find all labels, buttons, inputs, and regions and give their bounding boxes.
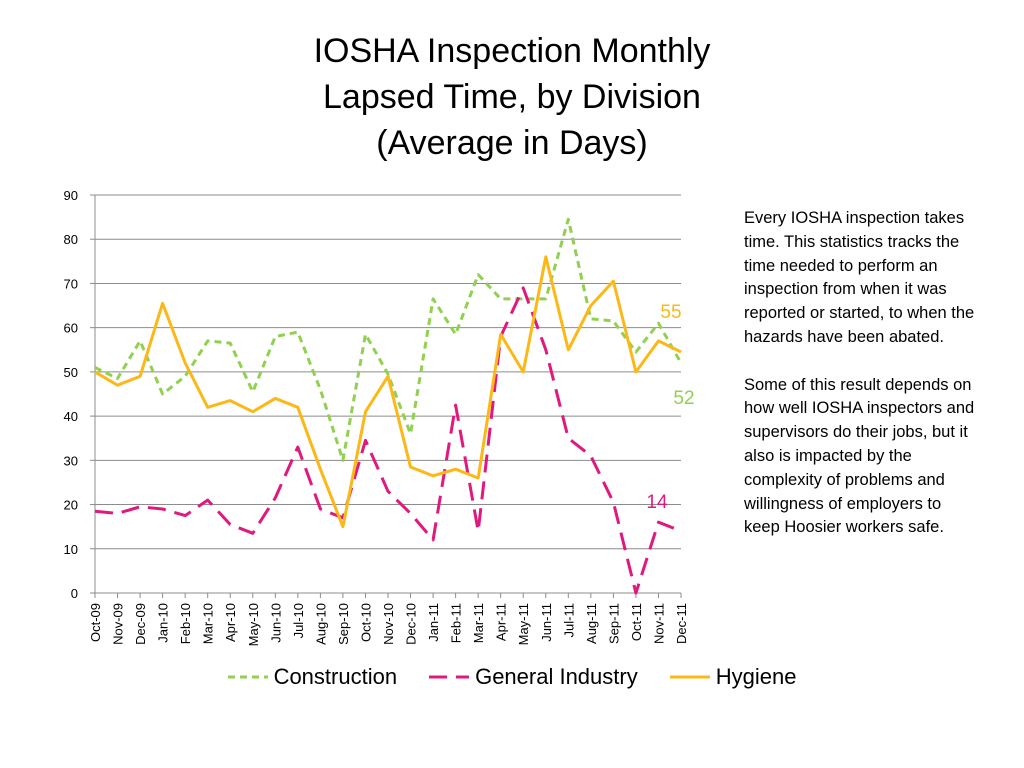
legend: Construction General Industry Hygiene [0,664,1024,690]
series-line [94,217,683,462]
y-tick-label: 30 [64,453,78,468]
x-tick-label: Apr-10 [223,603,238,642]
title-line-1: IOSHA Inspection Monthly [313,32,711,70]
y-axis-ticks: 0 10 20 30 40 50 60 70 80 90 [64,188,95,601]
x-tick-label: Nov-09 [111,603,126,645]
series-end-label: 52 [673,388,694,409]
x-tick-label: Feb-10 [178,603,193,644]
annotation-text: Every IOSHA inspection takes time. This … [744,207,976,564]
gridlines [95,194,681,594]
y-tick-label: 80 [64,232,78,247]
x-tick-label: Aug-10 [313,603,328,645]
end-labels: 52 14 55 [646,302,694,513]
x-tick-label: Dec-11 [674,603,689,644]
y-tick-label: 40 [64,409,78,424]
y-tick-label: 90 [64,188,78,203]
x-tick-label: Jul-11 [561,603,576,637]
x-tick-label: Apr-11 [494,603,509,641]
legend-label: General Industry [475,664,638,689]
x-tick-label: Nov-11 [651,603,666,644]
x-tick-label: Jul-10 [291,603,306,638]
x-tick-label: Dec-10 [404,603,419,645]
x-axis-ticks: Oct-09 Nov-09 Dec-09 Jan-10 Feb-10 Mar-10 Apr-… [88,593,689,646]
y-tick-label: 50 [64,365,78,380]
note-paragraph-2: Some of this result depends on how well … [744,375,975,537]
y-tick-label: 10 [64,542,78,557]
y-tick-label: 0 [71,586,78,601]
x-tick-label: Jun-11 [539,603,554,642]
axes [94,195,681,594]
x-tick-label: Jan-11 [426,603,441,642]
x-tick-label: Jan-10 [156,603,171,643]
x-tick-label: Dec-09 [133,603,148,645]
legend-item: Hygiene [669,664,797,690]
series-line [94,255,682,529]
title-line-2: Lapsed Time, by Division [323,78,701,116]
legend-item: Construction [227,664,398,690]
x-tick-label: May-10 [246,603,261,646]
x-tick-label: Oct-09 [88,603,103,642]
x-tick-label: Mar-10 [201,603,216,644]
x-tick-label: Oct-11 [629,603,644,641]
x-tick-label: Nov-10 [381,603,396,645]
series-end-label: 55 [660,302,681,323]
x-tick-label: Mar-11 [471,603,486,643]
x-tick-label: Oct-10 [358,603,373,642]
x-tick-label: Feb-11 [449,603,464,643]
legend-item: General Industry [429,664,638,690]
x-tick-label: May-11 [516,603,531,645]
x-tick-label: Sep-11 [606,603,621,644]
series-line [94,286,682,595]
series-end-label: 14 [646,492,668,513]
legend-label: Hygiene [715,664,797,689]
legend-swatch [227,675,268,679]
legend-swatch [429,675,470,679]
x-tick-label: Sep-10 [336,603,351,645]
legend-label: Construction [273,664,398,689]
y-tick-label: 20 [64,498,78,513]
legend-swatch [669,675,710,679]
title-line-3: (Average in Days) [376,124,648,162]
y-tick-label: 60 [64,321,78,336]
note-paragraph-1: Every IOSHA inspection takes time. This … [744,209,975,346]
x-tick-label: Aug-11 [584,603,599,644]
chart-title: IOSHA Inspection Monthly Lapsed Time, by… [0,28,1024,166]
series-lines [94,217,683,595]
y-tick-label: 70 [64,276,78,291]
x-tick-label: Jun-10 [268,603,283,643]
